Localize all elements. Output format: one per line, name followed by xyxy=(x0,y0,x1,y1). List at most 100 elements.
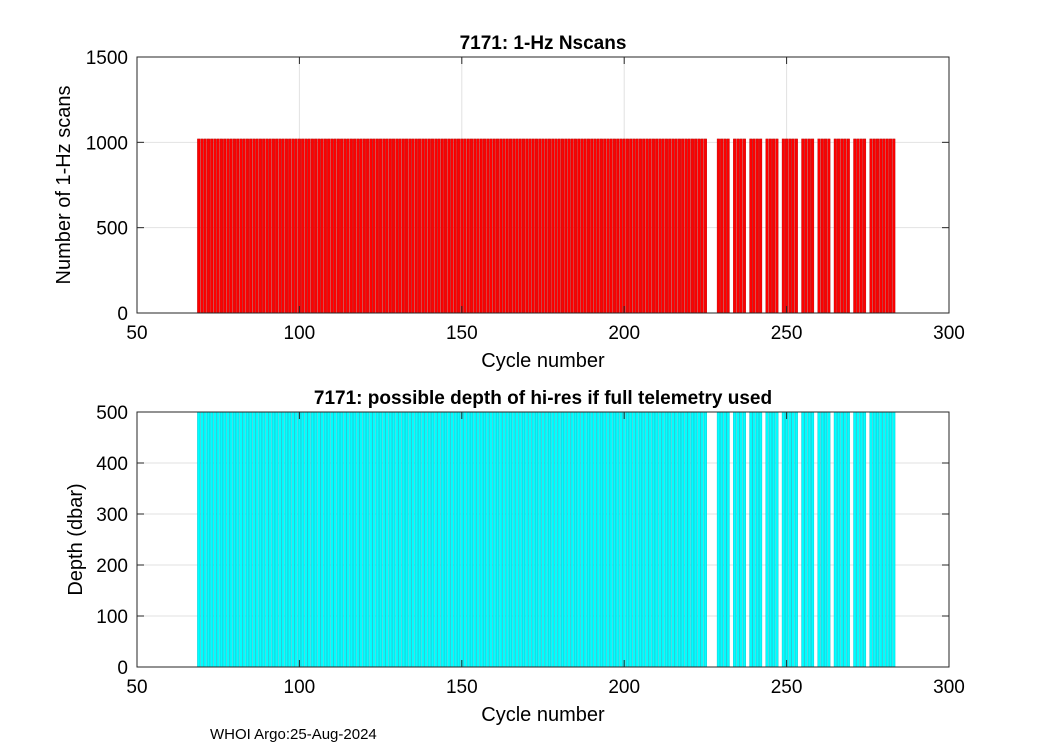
bar-cycle-219 xyxy=(684,138,688,314)
bar-cycle-201 xyxy=(625,138,629,314)
bar-cycle-117 xyxy=(353,411,357,668)
bar-cycle-90 xyxy=(265,411,269,668)
x-tick-label: 50 xyxy=(126,677,147,698)
bar-cycle-281 xyxy=(885,138,889,314)
bar-cycle-88 xyxy=(258,138,262,314)
bar-cycle-85 xyxy=(249,138,253,314)
bar-cycle-124 xyxy=(375,138,379,314)
bar-cycle-251 xyxy=(788,138,792,314)
bar-cycle-273 xyxy=(859,411,863,668)
bar-cycle-134 xyxy=(408,138,412,314)
bar-cycle-143 xyxy=(437,138,441,314)
bar-cycle-261 xyxy=(820,138,824,314)
bar-cycle-246 xyxy=(772,138,776,314)
bar-cycle-276 xyxy=(869,138,873,314)
bar-cycle-269 xyxy=(846,411,850,668)
bar-cycle-135 xyxy=(411,138,415,314)
bar-cycle-71 xyxy=(203,411,207,668)
bar-cycle-142 xyxy=(434,411,438,668)
bar-cycle-202 xyxy=(629,411,633,668)
bar-cycle-268 xyxy=(843,138,847,314)
bar-cycle-174 xyxy=(538,138,542,314)
bar-cycle-249 xyxy=(781,411,785,668)
bar-cycle-108 xyxy=(323,411,327,668)
bar-cycle-74 xyxy=(213,411,217,668)
bar-cycle-109 xyxy=(327,138,331,314)
bar-cycle-188 xyxy=(583,138,587,314)
bar-cycle-85 xyxy=(249,411,253,668)
bar-cycle-172 xyxy=(531,138,535,314)
bar-cycle-79 xyxy=(229,138,233,314)
y-tick-label: 500 xyxy=(96,219,128,240)
bar-cycle-172 xyxy=(531,411,535,668)
bar-cycle-110 xyxy=(330,138,334,314)
bar-cycle-177 xyxy=(548,411,552,668)
bar-cycle-109 xyxy=(327,411,331,668)
bar-cycle-208 xyxy=(648,138,652,314)
bar-cycle-231 xyxy=(723,411,727,668)
bar-cycle-224 xyxy=(700,411,704,668)
x-tick-label: 150 xyxy=(446,677,478,698)
bar-cycle-130 xyxy=(395,411,399,668)
bar-cycle-214 xyxy=(668,138,672,314)
bar-cycle-251 xyxy=(788,411,792,668)
bar-cycle-236 xyxy=(739,411,743,668)
bar-cycle-144 xyxy=(440,411,444,668)
bar-cycle-282 xyxy=(889,138,893,314)
bar-cycle-141 xyxy=(431,411,435,668)
bar-cycle-92 xyxy=(271,138,275,314)
bar-cycle-256 xyxy=(804,411,808,668)
bar-cycle-185 xyxy=(573,411,577,668)
bar-cycle-188 xyxy=(583,411,587,668)
bar-cycle-146 xyxy=(447,138,451,314)
bar-cycle-84 xyxy=(245,138,249,314)
bar-cycle-277 xyxy=(872,411,876,668)
bar-cycle-189 xyxy=(586,411,590,668)
bar-cycle-139 xyxy=(424,411,428,668)
bar-cycle-153 xyxy=(470,138,474,314)
bar-cycle-127 xyxy=(385,138,389,314)
bar-cycle-236 xyxy=(739,138,743,314)
bar-cycle-187 xyxy=(580,138,584,314)
bar-cycle-176 xyxy=(544,138,548,314)
bar-cycle-241 xyxy=(755,411,759,668)
bar-cycle-145 xyxy=(444,138,448,314)
bar-cycle-197 xyxy=(612,138,616,314)
bar-cycle-244 xyxy=(765,411,769,668)
bar-cycle-234 xyxy=(733,138,737,314)
bar-cycle-220 xyxy=(687,411,691,668)
nscans-axes: 50 100 150 200 250 300 0 500 1000 1500 7171: 1-Hz … xyxy=(53,33,965,372)
x-tick-label: 300 xyxy=(933,677,965,698)
bar-cycle-281 xyxy=(885,411,889,668)
bar-cycle-202 xyxy=(629,138,633,314)
bar-cycle-78 xyxy=(226,138,230,314)
bar-cycle-253 xyxy=(794,138,798,314)
bar-cycle-83 xyxy=(242,411,246,668)
bar-cycle-87 xyxy=(255,411,259,668)
bar-cycle-94 xyxy=(278,411,282,668)
bar-cycle-165 xyxy=(509,411,513,668)
bar-cycle-125 xyxy=(379,411,383,668)
bar-cycle-250 xyxy=(785,138,789,314)
bar-cycle-163 xyxy=(502,411,506,668)
bar-cycle-88 xyxy=(258,411,262,668)
bar-cycle-108 xyxy=(323,138,327,314)
bar-cycle-186 xyxy=(577,138,581,314)
bar-cycle-84 xyxy=(245,411,249,668)
bar-cycle-102 xyxy=(304,411,308,668)
bar-cycle-180 xyxy=(557,138,561,314)
axes-box xyxy=(136,411,950,668)
bar-series xyxy=(197,411,896,668)
bar-cycle-244 xyxy=(765,138,769,314)
bar-cycle-112 xyxy=(336,411,340,668)
bar-cycle-211 xyxy=(658,411,662,668)
bar-cycle-132 xyxy=(401,411,405,668)
bar-cycle-213 xyxy=(664,138,668,314)
bar-cycle-121 xyxy=(366,138,370,314)
bar-cycle-133 xyxy=(405,411,409,668)
bar-cycle-269 xyxy=(846,138,850,314)
bar-cycle-86 xyxy=(252,411,256,668)
bar-cycle-198 xyxy=(616,138,620,314)
bar-cycle-72 xyxy=(206,411,210,668)
